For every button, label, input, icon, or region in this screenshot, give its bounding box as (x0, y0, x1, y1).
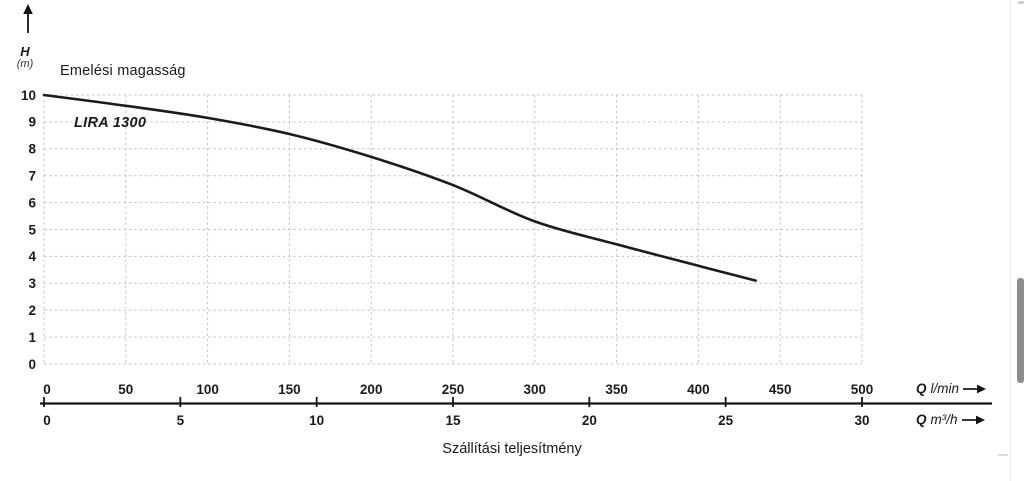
svg-text:9: 9 (28, 115, 36, 130)
q-unit: m³/h (930, 412, 958, 427)
q-symbol: Q (916, 381, 927, 396)
right-arrow-icon (961, 415, 985, 424)
svg-text:20: 20 (582, 413, 597, 428)
svg-text:8: 8 (28, 142, 36, 157)
svg-text:450: 450 (769, 382, 792, 397)
x-axis-ticks (43, 397, 863, 407)
page-edge-mark (998, 454, 1008, 456)
q-symbol: Q (916, 412, 927, 427)
right-arrow-icon (963, 384, 987, 393)
svg-text:0: 0 (43, 413, 51, 428)
chart-title: Emelési magasság (60, 63, 186, 79)
svg-text:300: 300 (524, 382, 547, 397)
svg-text:10: 10 (309, 413, 324, 428)
x-axis-title: Szállítási teljesítmény (442, 441, 582, 457)
svg-text:5: 5 (28, 222, 36, 237)
y-axis-unit: (m) (16, 58, 34, 70)
x-secondary-tick-labels: 0 5 10 15 20 25 30 (43, 413, 869, 428)
svg-text:10: 10 (21, 88, 36, 103)
svg-text:400: 400 (687, 382, 710, 397)
svg-text:50: 50 (118, 382, 133, 397)
svg-text:2: 2 (28, 303, 36, 318)
svg-text:3: 3 (28, 276, 36, 291)
y-axis-symbol: H (20, 44, 30, 59)
svg-text:15: 15 (445, 413, 461, 428)
svg-text:1: 1 (28, 330, 36, 345)
svg-text:5: 5 (177, 413, 185, 428)
scrollbar-top-mark (1018, 1, 1024, 4)
svg-text:6: 6 (28, 195, 36, 210)
svg-text:500: 500 (851, 382, 874, 397)
svg-text:0: 0 (43, 382, 51, 397)
y-tick-labels: 0 1 2 3 4 5 6 7 8 9 10 (21, 88, 37, 372)
svg-text:350: 350 (605, 382, 628, 397)
svg-text:200: 200 (360, 382, 383, 397)
scrollbar-thumb[interactable] (1017, 278, 1024, 383)
svg-text:150: 150 (278, 382, 301, 397)
svg-text:30: 30 (854, 413, 869, 428)
svg-text:0: 0 (28, 357, 36, 372)
svg-text:4: 4 (28, 249, 36, 264)
q-unit: l/min (930, 381, 960, 396)
svg-text:250: 250 (442, 382, 465, 397)
svg-text:100: 100 (196, 382, 219, 397)
svg-text:7: 7 (28, 169, 36, 184)
svg-text:25: 25 (718, 413, 734, 428)
grid (43, 94, 863, 365)
scrollbar-track[interactable] (1010, 0, 1011, 481)
performance-curve (42, 93, 757, 282)
x-primary-tick-labels: 0 50 100 150 200 250 300 350 400 450 500 (43, 382, 873, 397)
series-label: LIRA 1300 (74, 115, 147, 131)
y-axis-up-arrow-icon (23, 4, 33, 33)
